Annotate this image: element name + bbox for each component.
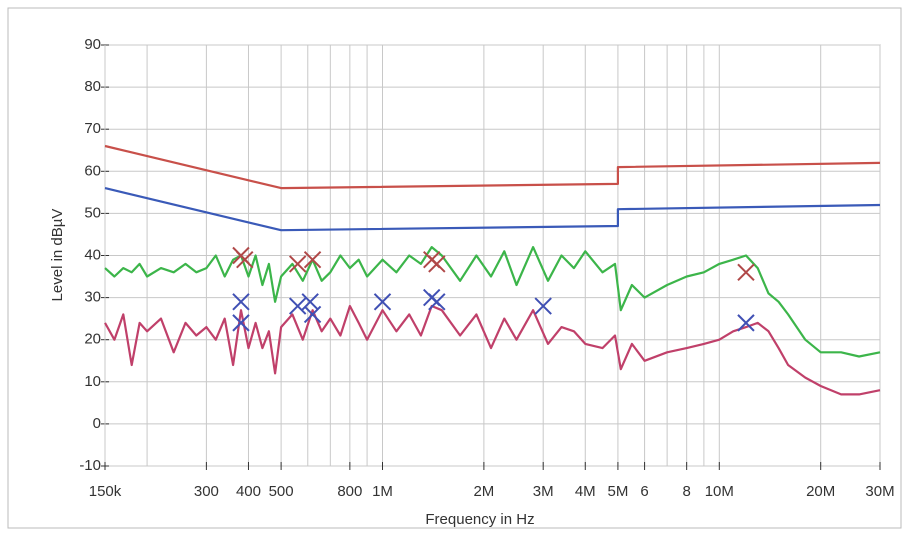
x-tick-label: 150k (89, 483, 122, 500)
trace (104, 144, 881, 190)
peak-marker (303, 251, 322, 269)
peak-marker (737, 263, 755, 282)
y-tick-label: 0 (93, 415, 101, 432)
x-tick-label: 4M (575, 483, 596, 500)
y-tick-label: 70 (84, 120, 101, 137)
x-tick-label: 300 (194, 483, 219, 500)
x-tick-label: 3M (533, 483, 554, 500)
peak-marker (232, 314, 250, 332)
y-tick-label: 20 (84, 331, 101, 348)
peak-marker (303, 305, 322, 324)
x-tick-label: 5M (607, 483, 628, 500)
x-axis-label: Frequency in Hz (425, 511, 534, 528)
peak-marker (288, 255, 307, 273)
peak-marker (288, 297, 307, 315)
x-tick-label: 2M (473, 483, 494, 500)
y-tick-label: 80 (84, 78, 101, 95)
x-tick-label: 6 (640, 483, 648, 500)
peak-marker (232, 293, 250, 311)
x-tick-label: 400 (236, 483, 261, 500)
trace (104, 304, 881, 396)
peak-marker (373, 293, 392, 311)
x-tick-label: 8 (682, 483, 690, 500)
y-tick-label: 30 (84, 289, 101, 306)
peak-marker (428, 255, 446, 273)
peak-marker (236, 251, 254, 269)
y-tick-label: 90 (84, 36, 101, 53)
x-tick-label: 20M (806, 483, 835, 500)
peak-marker (428, 293, 446, 311)
x-tick-label: 1M (372, 483, 393, 500)
x-tick-label: 500 (269, 483, 294, 500)
y-tick-label: -10 (79, 457, 101, 474)
y-tick-label: 60 (84, 162, 101, 179)
x-tick-label: 800 (337, 483, 362, 500)
peak-marker (534, 297, 552, 315)
y-tick-label: 10 (84, 373, 101, 390)
trace (104, 246, 881, 358)
y-tick-label: 50 (84, 204, 101, 221)
y-axis-label: Level in dBµV (49, 209, 66, 302)
x-tick-label: 10M (705, 483, 734, 500)
x-tick-label: 30M (865, 483, 894, 500)
trace (104, 187, 881, 232)
peak-marker (737, 314, 755, 332)
y-tick-label: 40 (84, 246, 101, 263)
